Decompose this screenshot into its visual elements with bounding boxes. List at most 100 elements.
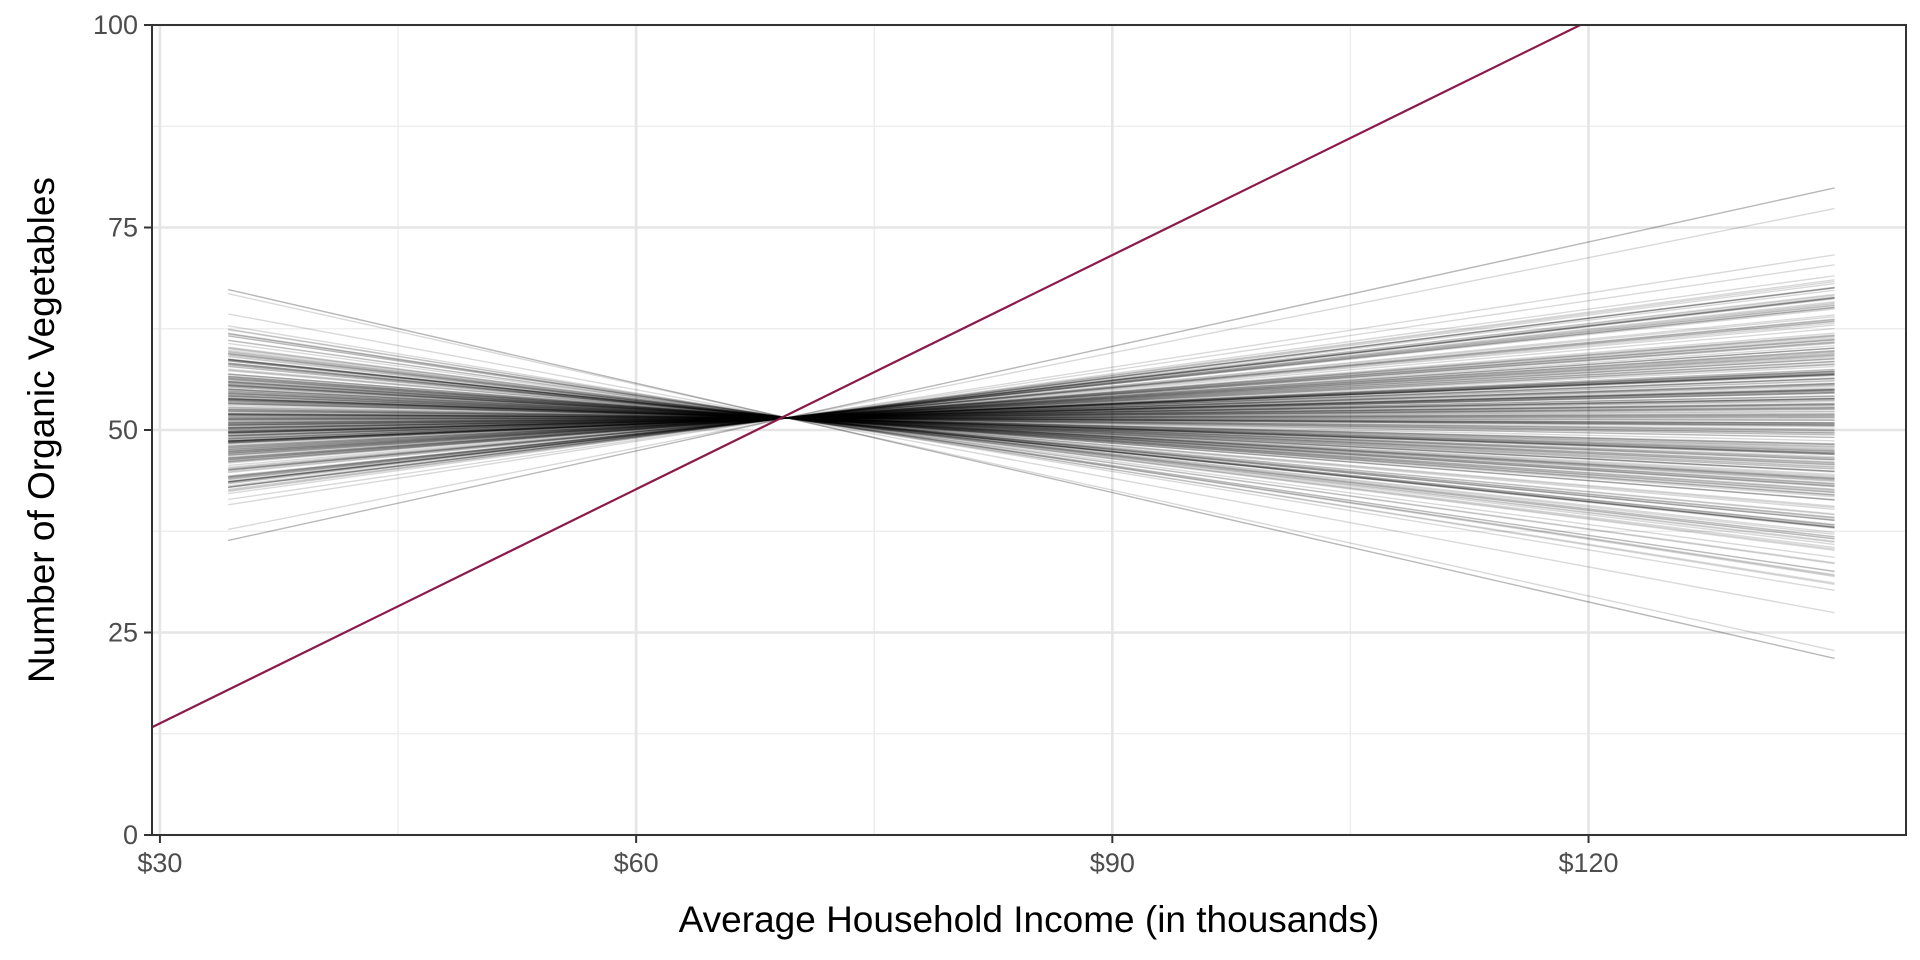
prior-line [228, 314, 1835, 474]
prior-line [228, 364, 1835, 519]
prior-line [228, 391, 1835, 466]
prior-line [228, 410, 1835, 431]
prior-line [228, 358, 1835, 528]
prior-line [228, 384, 1835, 480]
y-tick-label: 25 [108, 618, 138, 648]
prior-line [228, 339, 1835, 461]
prior-line [228, 403, 1835, 427]
prior-line [228, 385, 1835, 436]
prior-line [228, 399, 1835, 452]
prior-line [228, 347, 1835, 550]
prior-line [228, 360, 1835, 526]
prior-line [228, 373, 1835, 501]
prior-line [228, 394, 1835, 431]
prior-line [228, 351, 1835, 454]
prior-line [228, 308, 1835, 477]
prior-line [228, 414, 1835, 424]
prior-line [228, 358, 1835, 451]
prior-line [228, 288, 1835, 660]
prior-line [228, 374, 1835, 442]
prior-line [228, 399, 1835, 428]
prior-line [228, 407, 1835, 436]
prior-line [228, 377, 1835, 494]
highlight-line-group [151, 24, 1581, 729]
prior-line [228, 288, 1835, 660]
prior-line [228, 353, 1835, 538]
prior-line [228, 401, 1835, 448]
prior-line [228, 370, 1835, 507]
prior-line [228, 377, 1835, 440]
prior-line [228, 414, 1835, 424]
prior-line [228, 360, 1835, 449]
prior-line [228, 345, 1835, 457]
prior-line [228, 296, 1835, 483]
prior-line [228, 373, 1835, 501]
prior-line [228, 341, 1835, 459]
prior-line [228, 350, 1835, 455]
prior-line [228, 364, 1835, 447]
prior-line [228, 406, 1835, 439]
prior-line [228, 294, 1835, 484]
prior-line [228, 354, 1835, 453]
prior-line [228, 351, 1835, 542]
prior-line [228, 368, 1835, 511]
prior-line [228, 411, 1835, 422]
prior-line [228, 377, 1835, 440]
prior-line [228, 397, 1835, 456]
prior-line [228, 316, 1835, 473]
prior-line [228, 296, 1835, 484]
prior-line [228, 207, 1835, 531]
prior-line [228, 397, 1835, 456]
prior-line [228, 398, 1835, 429]
prior-line [228, 416, 1835, 419]
prior-line [228, 401, 1835, 448]
prior-line [228, 402, 1835, 446]
prior-line [228, 413, 1835, 421]
prior-line [228, 304, 1835, 479]
prior-line [228, 385, 1835, 478]
prior-line [228, 327, 1835, 467]
x-tick-label: $60 [614, 848, 659, 878]
prior-line [228, 393, 1835, 464]
prior-line [228, 352, 1835, 540]
prior-line [228, 373, 1835, 442]
prior-line [228, 187, 1835, 542]
prior-line [228, 349, 1835, 546]
prior-line [228, 415, 1835, 421]
prior-line [228, 358, 1835, 529]
prior-line [228, 413, 1835, 426]
prior-line [228, 416, 1835, 421]
prior-line [228, 373, 1835, 442]
prior-line [228, 307, 1835, 478]
prior-line [228, 329, 1835, 584]
prior-line [228, 399, 1835, 428]
prior-line [228, 402, 1835, 446]
prior-line [228, 389, 1835, 434]
prior-line [228, 356, 1835, 534]
prior-line [228, 358, 1835, 529]
prior-line [228, 324, 1835, 469]
prior-line [228, 354, 1835, 453]
prior-line [228, 341, 1835, 460]
prior-line [228, 335, 1835, 463]
prior-line [228, 380, 1835, 488]
prior-line [228, 397, 1835, 429]
prior-line [228, 287, 1835, 488]
prior-line [228, 394, 1835, 461]
prior-line [228, 391, 1835, 433]
prior-line [228, 390, 1835, 433]
prior-line [228, 381, 1835, 485]
prior-line [228, 332, 1835, 464]
prior-line [228, 282, 1835, 491]
prior-line [228, 342, 1835, 459]
prior-line [228, 338, 1835, 461]
prior-line [228, 286, 1835, 488]
prior-line [228, 370, 1835, 444]
prior-line [228, 386, 1835, 476]
x-tick-label: $120 [1558, 848, 1618, 878]
prior-line [228, 404, 1835, 426]
prior-line [228, 388, 1835, 473]
prior-line [228, 384, 1835, 436]
prior-line [228, 400, 1835, 450]
